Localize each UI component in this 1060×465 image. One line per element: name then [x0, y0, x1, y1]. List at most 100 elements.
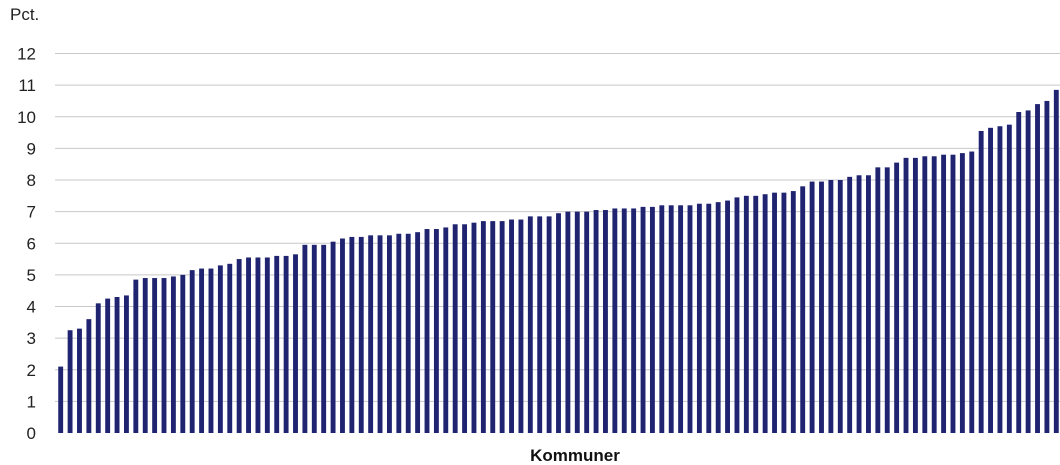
- bar: [246, 257, 251, 433]
- y-tick-label: 6: [27, 234, 36, 253]
- bar: [105, 298, 111, 433]
- bar: [988, 127, 993, 433]
- bar: [499, 221, 505, 433]
- bar: [1025, 110, 1031, 434]
- bar: [537, 216, 543, 433]
- bar: [837, 180, 843, 433]
- bar: [293, 254, 298, 433]
- bar: [405, 233, 411, 433]
- bar: [386, 235, 392, 433]
- bar: [349, 236, 355, 433]
- bar: [884, 167, 890, 433]
- bar: [706, 203, 712, 433]
- bar: [161, 278, 167, 433]
- bar: [912, 157, 918, 434]
- bar: [762, 194, 768, 433]
- bar: [255, 257, 261, 433]
- bar: [330, 241, 336, 433]
- bar: [593, 210, 599, 433]
- bar: [866, 175, 871, 433]
- bar: [734, 197, 740, 433]
- bar: [462, 224, 468, 433]
- bar: [142, 278, 148, 433]
- bar: [725, 200, 730, 433]
- bar: [321, 244, 327, 433]
- bar: [828, 180, 834, 433]
- bar: [340, 238, 345, 433]
- bar: [396, 233, 402, 433]
- bar: [480, 221, 486, 433]
- bar: [490, 221, 496, 433]
- bar: [124, 295, 129, 433]
- bar: [1016, 112, 1022, 433]
- bar: [621, 208, 627, 433]
- bar: [518, 219, 524, 433]
- bar: [1044, 100, 1050, 433]
- bar: [800, 186, 806, 433]
- bar: [433, 229, 439, 433]
- bar: [509, 219, 514, 433]
- bar: [368, 235, 374, 433]
- bar: [208, 268, 214, 433]
- y-tick-label: 3: [27, 329, 36, 348]
- bar: [584, 211, 590, 434]
- bar: [959, 153, 965, 433]
- bar: [668, 205, 674, 433]
- bar: [941, 154, 947, 433]
- bar: [781, 192, 787, 433]
- bar: [772, 192, 777, 433]
- x-axis-label: Kommuner: [530, 446, 620, 465]
- bar: [170, 276, 176, 433]
- bar: [424, 229, 430, 433]
- bar: [950, 154, 956, 433]
- bar: [649, 206, 655, 433]
- bar: [753, 195, 759, 433]
- bar: [978, 130, 984, 434]
- y-tick-label: 12: [17, 45, 36, 64]
- bar: [903, 157, 909, 434]
- bars: [58, 89, 1059, 434]
- bar: [452, 224, 458, 433]
- bar: [969, 151, 975, 434]
- bar: [527, 216, 533, 433]
- y-tick-label: 8: [27, 171, 36, 190]
- bar: [556, 213, 561, 433]
- bar: [471, 222, 477, 433]
- bar: [847, 176, 853, 433]
- y-tick-label: 1: [27, 392, 36, 411]
- y-tick-label: 0: [27, 424, 36, 443]
- bar: [574, 211, 580, 434]
- bar: [931, 156, 937, 433]
- bar: [86, 319, 92, 433]
- bar: [67, 330, 73, 433]
- y-tick-label: 2: [27, 361, 36, 380]
- bar: [875, 167, 881, 433]
- bar: [311, 244, 317, 433]
- bar: [809, 181, 815, 433]
- bar: [612, 208, 618, 433]
- bar: [631, 208, 637, 433]
- bar: [199, 268, 205, 433]
- bar: [77, 328, 82, 433]
- bar: [546, 216, 552, 433]
- bar: [227, 263, 233, 433]
- bar: [790, 191, 796, 433]
- bar: [819, 181, 824, 433]
- bar: [715, 202, 721, 433]
- bar: [152, 278, 158, 433]
- bar: [743, 195, 749, 433]
- bar: [283, 255, 289, 433]
- y-tick-label: 5: [27, 266, 36, 285]
- y-tick-label: 4: [27, 298, 36, 317]
- bar: [358, 236, 364, 433]
- y-tick-label: 9: [27, 139, 36, 158]
- bar: [189, 270, 195, 433]
- y-tick-label: 7: [27, 203, 36, 222]
- bar: [640, 206, 646, 433]
- bar: [696, 203, 702, 433]
- bar: [133, 279, 139, 433]
- bar: [1053, 89, 1059, 434]
- bar: [58, 366, 64, 433]
- bar: [264, 257, 270, 433]
